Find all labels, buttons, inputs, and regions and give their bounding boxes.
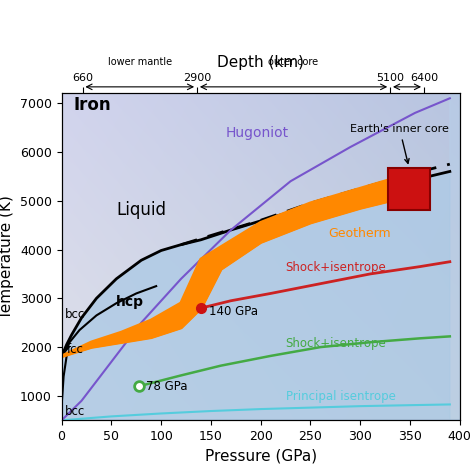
Bar: [388, 168, 430, 210]
Text: bcc: bcc: [64, 308, 85, 321]
Text: Iron: Iron: [73, 97, 111, 114]
Polygon shape: [62, 93, 460, 420]
Text: Shock+isentrope: Shock+isentrope: [285, 337, 386, 350]
Text: Geotherm: Geotherm: [328, 227, 391, 241]
Text: Hugoniot: Hugoniot: [226, 126, 289, 140]
Text: 78 GPa: 78 GPa: [146, 380, 188, 393]
Text: outer core: outer core: [268, 57, 319, 67]
X-axis label: Depth (km): Depth (km): [217, 56, 304, 71]
Text: lower mantle: lower mantle: [108, 57, 172, 67]
Text: hcp: hcp: [117, 295, 145, 309]
Text: Earth's inner core: Earth's inner core: [350, 124, 449, 163]
Text: Shock+isentrope: Shock+isentrope: [285, 262, 386, 275]
Text: bcc: bcc: [64, 405, 85, 418]
X-axis label: Pressure (GPa): Pressure (GPa): [205, 449, 317, 464]
Text: Principal isentrope: Principal isentrope: [285, 390, 395, 403]
Text: 140 GPa: 140 GPa: [209, 305, 258, 318]
Text: Liquid: Liquid: [117, 201, 166, 219]
Y-axis label: Temperature (K): Temperature (K): [0, 195, 14, 319]
Text: fcc: fcc: [66, 343, 83, 356]
Polygon shape: [62, 171, 460, 420]
